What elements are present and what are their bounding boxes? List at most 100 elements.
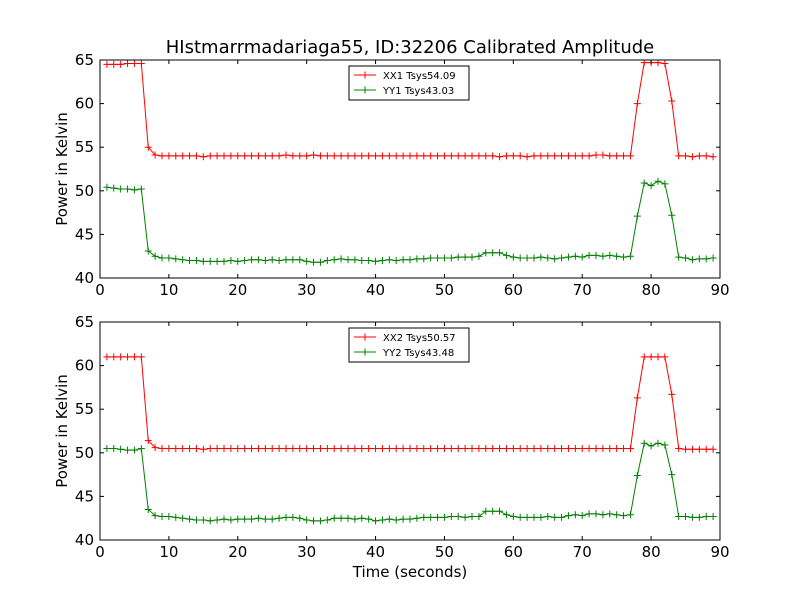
y-tick-label: 50 — [75, 182, 94, 200]
data-point — [289, 152, 297, 160]
data-point — [241, 257, 249, 265]
x-tick-label: 10 — [159, 543, 178, 561]
data-point — [578, 512, 586, 520]
data-point — [220, 257, 228, 265]
data-point — [606, 444, 614, 452]
data-point — [103, 353, 111, 361]
y-axis-label: Power in Kelvin — [53, 374, 71, 488]
data-point — [502, 511, 510, 519]
data-point — [261, 515, 269, 523]
data-point — [564, 512, 572, 520]
data-point — [647, 182, 655, 190]
data-point — [571, 444, 579, 452]
data-point — [675, 152, 683, 160]
data-point — [330, 152, 338, 160]
data-point — [551, 513, 559, 521]
data-point — [323, 152, 331, 160]
data-point — [254, 514, 262, 522]
data-point — [475, 444, 483, 452]
data-point — [372, 257, 380, 265]
data-point — [117, 185, 125, 193]
legend-label: XX1 Tsys54.09 — [383, 71, 456, 82]
data-point — [110, 444, 118, 452]
data-point — [310, 258, 318, 266]
data-point — [682, 445, 690, 453]
data-point — [585, 251, 593, 259]
data-point — [323, 444, 331, 452]
data-point — [447, 512, 455, 520]
data-point — [351, 152, 359, 160]
data-point — [130, 186, 138, 194]
data-point — [303, 257, 311, 265]
data-point — [282, 256, 290, 264]
data-point — [489, 444, 497, 452]
data-point — [688, 256, 696, 264]
data-point — [378, 152, 386, 160]
legend-box — [348, 327, 470, 363]
data-point — [558, 254, 566, 262]
data-point — [702, 512, 710, 520]
data-point — [633, 471, 641, 479]
data-point — [620, 444, 628, 452]
data-point — [502, 152, 510, 160]
data-point — [144, 247, 152, 255]
data-point — [475, 512, 483, 520]
data-point — [144, 143, 152, 151]
data-point — [592, 510, 600, 518]
data-point — [544, 512, 552, 520]
data-point — [537, 513, 545, 521]
data-point — [303, 444, 311, 452]
data-point — [626, 511, 634, 519]
data-point — [688, 153, 696, 161]
data-point — [695, 255, 703, 263]
data-point — [688, 445, 696, 453]
data-point — [640, 179, 648, 187]
data-point — [558, 513, 566, 521]
data-point — [172, 255, 180, 263]
data-point — [179, 444, 187, 452]
data-point — [509, 253, 517, 261]
data-point — [158, 152, 166, 160]
data-point — [420, 444, 428, 452]
data-point — [310, 444, 318, 452]
y-tick-label: 45 — [75, 487, 94, 505]
data-point — [523, 444, 531, 452]
data-point — [427, 444, 435, 452]
data-point — [654, 177, 662, 185]
subplots: 0 10 20 30 40 50 60 70 80 90 40 45 50 55 60 65 Power in … — [53, 51, 730, 581]
x-axis-label: Time (seconds) — [352, 563, 468, 581]
data-point — [165, 152, 173, 160]
data-point — [344, 152, 352, 160]
data-point — [192, 516, 200, 524]
x-tick-label: 50 — [435, 543, 454, 561]
data-point — [454, 253, 462, 261]
data-point — [378, 257, 386, 265]
data-point — [372, 152, 380, 160]
data-point — [137, 353, 145, 361]
data-point — [537, 444, 545, 452]
data-point — [337, 444, 345, 452]
data-point — [647, 442, 655, 450]
data-point — [709, 512, 717, 520]
data-point — [344, 256, 352, 264]
data-point — [337, 514, 345, 522]
data-point — [440, 444, 448, 452]
data-point — [186, 444, 194, 452]
data-point — [523, 254, 531, 262]
subplot-1: 0 10 20 30 40 50 60 70 80 90 40 45 50 55 60 65 Power in … — [53, 51, 730, 299]
legend-box — [348, 65, 470, 101]
data-point — [620, 512, 628, 520]
data-point — [289, 513, 297, 521]
data-point — [551, 444, 559, 452]
data-point — [468, 152, 476, 160]
data-point — [206, 517, 214, 525]
data-point — [496, 507, 504, 515]
data-point — [358, 152, 366, 160]
data-point — [124, 185, 132, 193]
subplot-2: 0 10 20 30 40 50 60 70 80 90 40 45 50 55 60 65 Power in … — [53, 313, 730, 581]
data-point — [303, 152, 311, 160]
data-point — [192, 152, 200, 160]
x-tick-label: 60 — [504, 543, 523, 561]
y-tick-label: 55 — [75, 400, 94, 418]
x-tick-label: 20 — [228, 281, 247, 299]
